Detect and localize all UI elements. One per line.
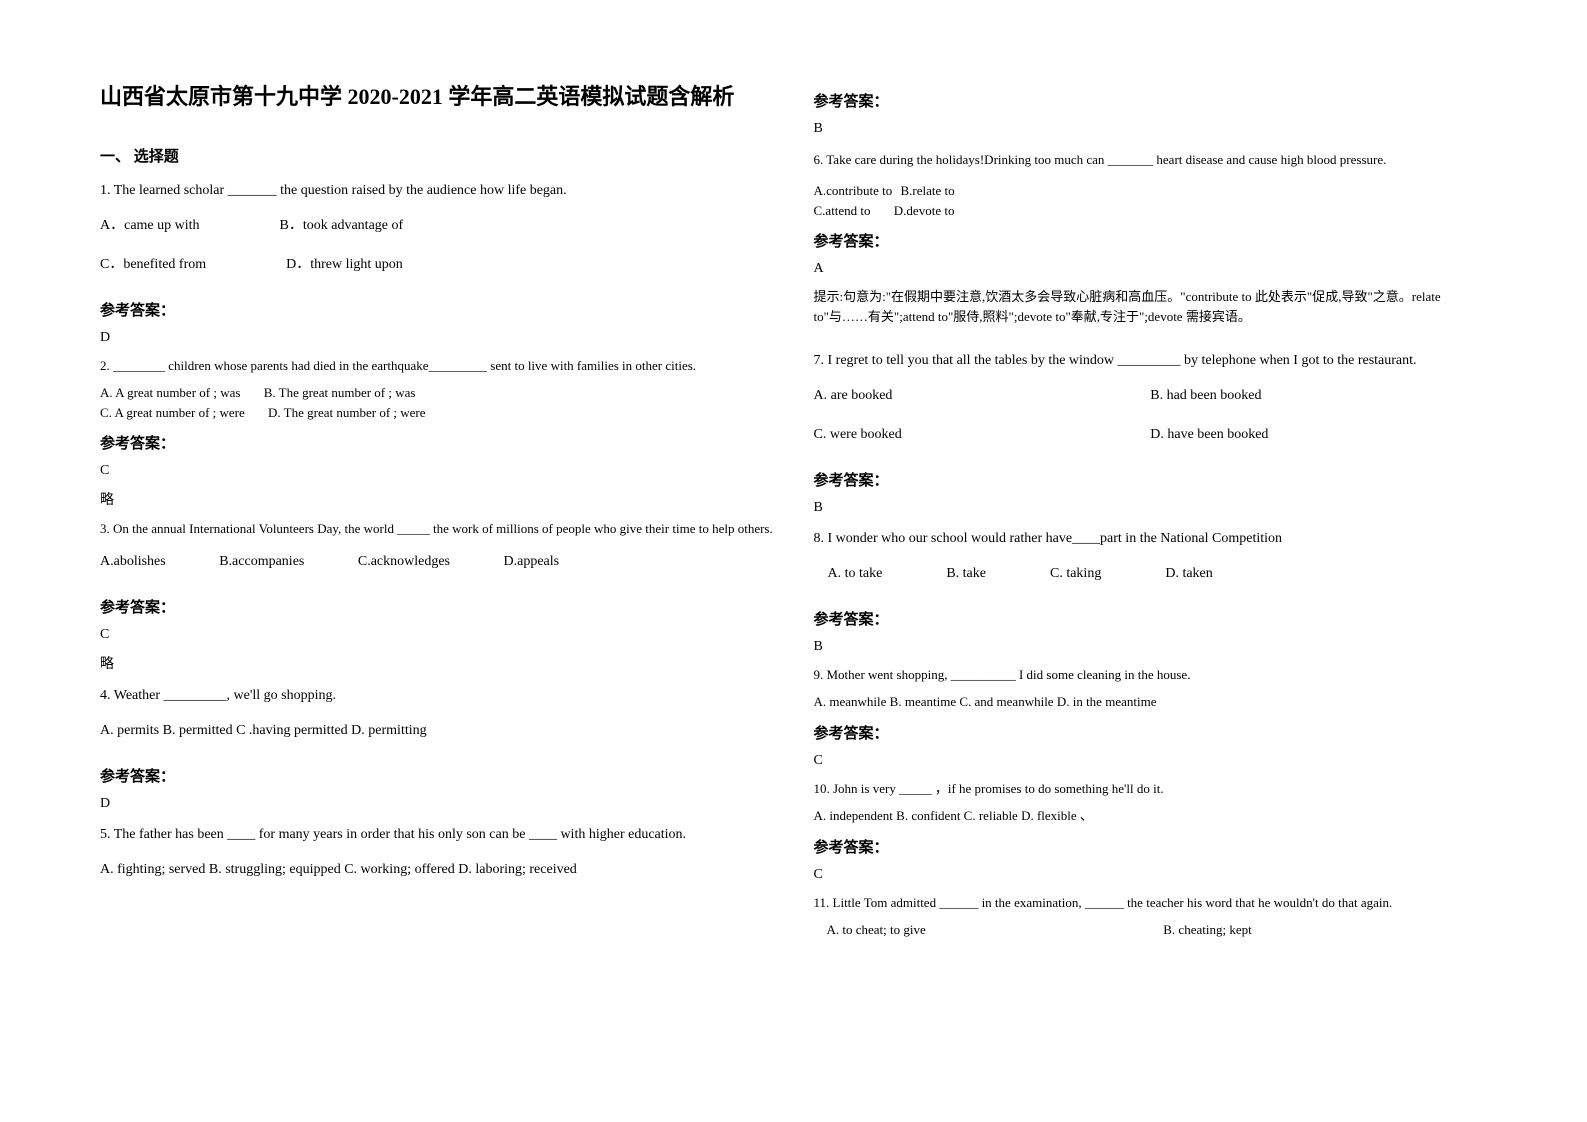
q1-options-row2: C．benefited from D．threw light upon xyxy=(100,250,774,281)
q2-opt-c: C. A great number of ; were xyxy=(100,405,245,420)
q6-options-row2: C.attend to D.devote to xyxy=(814,201,1488,221)
q2-options-row2: C. A great number of ; were D. The great… xyxy=(100,403,774,423)
q3-opt-d: D.appeals xyxy=(504,554,560,569)
q1-stem: 1. The learned scholar _______ the quest… xyxy=(100,178,774,203)
q1-answer: D xyxy=(100,330,774,346)
q6-answer-label: 参考答案： xyxy=(814,230,1488,251)
q2-opt-b: B. The great number of ; was xyxy=(264,385,416,400)
q3-opt-c: C.acknowledges xyxy=(358,554,450,569)
q3-note: 略 xyxy=(100,653,774,673)
q1-opt-b: B．took advantage of xyxy=(280,211,404,242)
q9-stem: 9. Mother went shopping, __________ I di… xyxy=(814,665,1488,685)
page-title: 山西省太原市第十九中学 2020-2021 学年高二英语模拟试题含解析 xyxy=(100,80,774,113)
q11-options-row1: A. to cheat; to give B. cheating; kept xyxy=(814,920,1488,940)
q1-opt-a: A．came up with xyxy=(100,211,200,242)
q7-opt-a: A. are booked xyxy=(814,381,1151,412)
q8-answer: B xyxy=(814,639,1488,655)
q7-options-row1: A. are booked B. had been booked xyxy=(814,381,1488,412)
q6-answer: A xyxy=(814,261,1488,277)
q3-opt-b: B.accompanies xyxy=(219,554,304,569)
right-column: 参考答案： B 6. Take care during the holidays… xyxy=(814,80,1488,1082)
q9-answer: C xyxy=(814,753,1488,769)
q3-answer-label: 参考答案： xyxy=(100,596,774,617)
q5-answer: B xyxy=(814,121,1488,137)
q7-opt-b: B. had been booked xyxy=(1150,381,1487,412)
q3-answer: C xyxy=(100,627,774,643)
q4-stem: 4. Weather _________, we'll go shopping. xyxy=(100,683,774,708)
q2-opt-a: A. A great number of ; was xyxy=(100,385,240,400)
q1-options-row1: A．came up with B．took advantage of xyxy=(100,211,774,242)
q5-options: A. fighting; served B. struggling; equip… xyxy=(100,855,774,886)
q6-explanation: 提示:句意为:"在假期中要注意,饮酒太多会导致心脏病和高血压。"contribu… xyxy=(814,287,1488,326)
q7-answer-label: 参考答案： xyxy=(814,469,1488,490)
q1-opt-d: D．threw light upon xyxy=(286,250,403,281)
q3-opt-a: A.abolishes xyxy=(100,554,166,569)
left-column: 山西省太原市第十九中学 2020-2021 学年高二英语模拟试题含解析 一、 选… xyxy=(100,80,774,1082)
q5-answer-label: 参考答案： xyxy=(814,90,1488,111)
q4-answer: D xyxy=(100,796,774,812)
section-heading: 一、 选择题 xyxy=(100,145,774,166)
q11-opt-b: B. cheating; kept xyxy=(1150,920,1487,940)
q11-stem: 11. Little Tom admitted ______ in the ex… xyxy=(814,893,1488,913)
q7-options-row2: C. were booked D. have been booked xyxy=(814,420,1488,451)
q6-options-row1: A.contribute to B.relate to xyxy=(814,181,1488,201)
q10-answer: C xyxy=(814,867,1488,883)
q10-answer-label: 参考答案： xyxy=(814,836,1488,857)
q6-opt-d: D.devote to xyxy=(894,203,955,218)
q8-answer-label: 参考答案： xyxy=(814,608,1488,629)
q8-stem: 8. I wonder who our school would rather … xyxy=(814,526,1488,551)
q5-stem: 5. The father has been ____ for many yea… xyxy=(100,822,774,847)
q8-opt-d: D. taken xyxy=(1151,559,1212,590)
q2-stem: 2. ________ children whose parents had d… xyxy=(100,356,774,376)
q4-answer-label: 参考答案： xyxy=(100,765,774,786)
q1-opt-c: C．benefited from xyxy=(100,250,206,281)
q3-stem: 3. On the annual International Volunteer… xyxy=(100,519,774,539)
q7-answer: B xyxy=(814,500,1488,516)
q7-opt-d: D. have been booked xyxy=(1150,420,1487,451)
q2-opt-d: D. The great number of ; were xyxy=(268,405,426,420)
q6-opt-b: B.relate to xyxy=(900,183,954,198)
q9-options: A. meanwhile B. meantime C. and meanwhil… xyxy=(814,692,1488,712)
q3-options: A.abolishes B.accompanies C.acknowledges… xyxy=(100,547,774,578)
q6-opt-c: C.attend to xyxy=(814,203,871,218)
q8-opt-c: C. taking xyxy=(1036,559,1101,590)
q9-answer-label: 参考答案： xyxy=(814,722,1488,743)
q6-stem: 6. Take care during the holidays!Drinkin… xyxy=(814,147,1488,173)
q7-opt-c: C. were booked xyxy=(814,420,1151,451)
q11-opt-a: A. to cheat; to give xyxy=(814,920,1151,940)
q2-options-row1: A. A great number of ; was B. The great … xyxy=(100,383,774,403)
q8-opt-a: A. to take xyxy=(814,559,883,590)
q8-options: A. to take B. take C. taking D. taken xyxy=(814,559,1488,590)
q7-stem: 7. I regret to tell you that all the tab… xyxy=(814,348,1488,373)
q2-answer-label: 参考答案： xyxy=(100,432,774,453)
q2-note: 略 xyxy=(100,489,774,509)
q6-opt-a: A.contribute to xyxy=(814,183,893,198)
q1-answer-label: 参考答案： xyxy=(100,299,774,320)
q4-options: A. permits B. permitted C .having permit… xyxy=(100,716,774,747)
q10-stem: 10. John is very _____ ，if he promises t… xyxy=(814,779,1488,799)
q2-answer: C xyxy=(100,463,774,479)
q10-options: A. independent B. confident C. reliable … xyxy=(814,806,1488,826)
q8-opt-b: B. take xyxy=(932,559,986,590)
